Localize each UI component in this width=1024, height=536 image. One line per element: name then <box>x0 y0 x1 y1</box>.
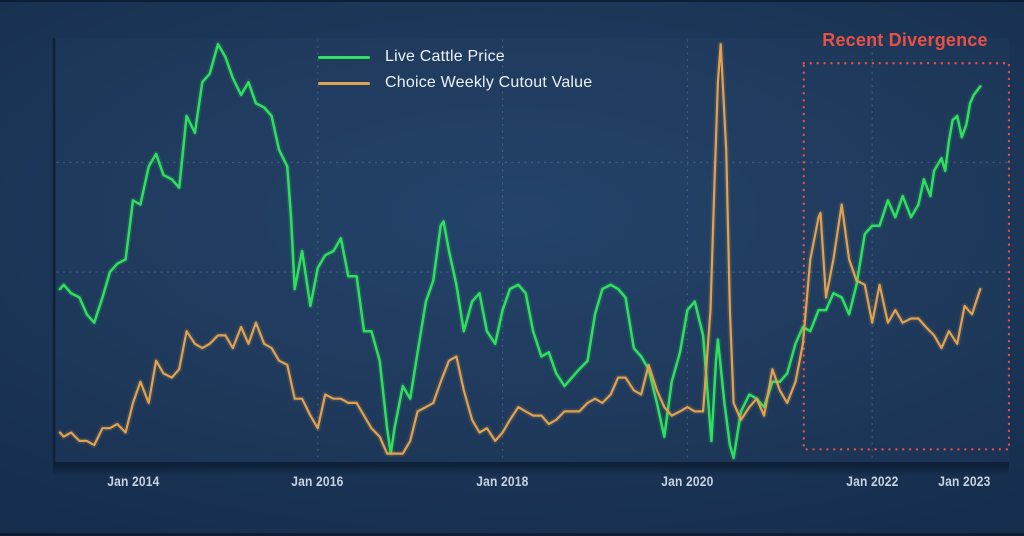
legend-item-choice-weekly-cutout-value: Choice Weekly Cutout Value <box>318 73 592 93</box>
legend-label-choice-weekly-cutout-value: Choice Weekly Cutout Value <box>385 74 593 91</box>
legend-swatch-live-cattle-price <box>318 55 370 59</box>
series-line-live-cattle-price <box>58 42 982 460</box>
legend-item-live-cattle-price: Live Cattle Price <box>318 47 592 67</box>
legend-swatch-choice-weekly-cutout-value <box>318 81 370 85</box>
chart-legend: Live Cattle Price Choice Weekly Cutout V… <box>318 47 592 99</box>
annotation-title: Recent Divergence <box>822 30 988 50</box>
divergence-box <box>802 62 1011 451</box>
series-line-choice-weekly-cutout-value <box>58 43 982 455</box>
x-axis-shadow <box>53 465 1009 476</box>
legend-label-live-cattle-price: Live Cattle Price <box>385 48 505 65</box>
